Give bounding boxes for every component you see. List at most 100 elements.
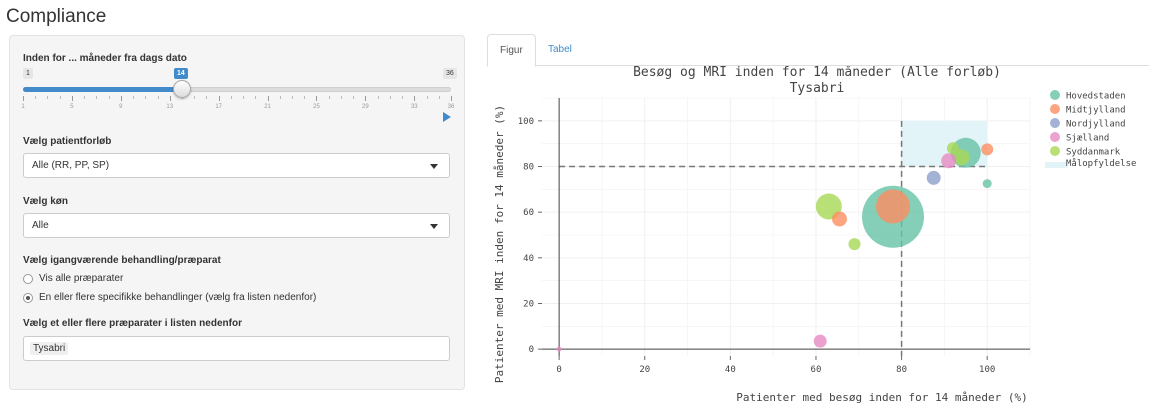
- slider-tick: [35, 96, 37, 99]
- slider-handle[interactable]: [172, 80, 191, 98]
- slider-tick: [133, 96, 135, 99]
- slider-tick-label: 21: [264, 104, 271, 110]
- months-slider[interactable]: 1 36 14 1 5 9 13 17 21 25 29 33 36: [21, 68, 457, 128]
- slider-tick: [120, 96, 122, 101]
- data-point: [556, 346, 562, 352]
- y-tick-label: 0: [529, 345, 534, 355]
- slider-tick-label: 1: [21, 104, 25, 110]
- x-tick-label: 0: [556, 365, 561, 375]
- slider-tick: [96, 96, 98, 99]
- legend-label: Nordjylland: [1066, 120, 1126, 130]
- gender-select-value: Alle: [32, 220, 49, 231]
- data-point: [981, 143, 994, 156]
- gender-label: Vælg køn: [23, 196, 69, 207]
- slider-min-label: 1: [23, 68, 33, 79]
- slider-tick: [169, 96, 171, 101]
- legend-label: Midtjylland: [1066, 106, 1126, 116]
- gender-select[interactable]: Alle: [23, 213, 450, 238]
- legend-label: Hovedstaden: [1066, 92, 1126, 102]
- y-tick-label: 80: [523, 162, 534, 172]
- tab-bar: Figur Tabel: [487, 34, 1149, 67]
- axes: 0 20 40 60 80 100 0 20 40 60 80 100: [518, 98, 1030, 375]
- slider-tick: [243, 96, 245, 99]
- course-label: Vælg patientforløb: [23, 136, 112, 147]
- legend: Hovedstaden Midtjylland Nordjylland Sjællan…: [1045, 90, 1136, 169]
- data-point: [926, 170, 941, 185]
- x-tick-label: 60: [811, 365, 822, 375]
- data-point: [848, 238, 861, 251]
- slider-tick: [304, 96, 306, 99]
- slider-tick-label: 25: [313, 104, 320, 110]
- slider-tick: [377, 96, 379, 99]
- page-title: Compliance: [6, 6, 107, 27]
- x-tick-label: 40: [725, 365, 736, 375]
- tab-figur[interactable]: Figur: [487, 34, 536, 67]
- course-select-value: Alle (RR, PP, SP): [32, 160, 110, 171]
- data-point: [946, 142, 959, 155]
- data-point: [832, 211, 848, 227]
- radio-specific[interactable]: En eller flere specifikke behandlinger (…: [23, 292, 316, 303]
- slider-tick: [389, 96, 391, 99]
- radio-show-all[interactable]: Vis alle præparater: [23, 273, 123, 284]
- legend-marker: [1050, 132, 1060, 142]
- y-axis-label: Patienter med MRI inden for 14 måneder (…: [493, 105, 506, 383]
- drugs-multiselect[interactable]: Tysabri: [23, 336, 450, 361]
- radio-button[interactable]: [23, 292, 33, 303]
- radio-button[interactable]: [23, 273, 33, 284]
- slider-tick: [206, 96, 208, 99]
- slider-tick: [438, 96, 440, 99]
- course-select[interactable]: Alle (RR, PP, SP): [23, 153, 450, 178]
- drug-chip[interactable]: Tysabri: [30, 342, 69, 355]
- caret-down-icon: [430, 164, 438, 169]
- slider-tick: [194, 96, 196, 99]
- legend-marker: [1050, 146, 1060, 156]
- data-points: [556, 137, 994, 352]
- slider-tick: [279, 96, 281, 99]
- legend-target-marker: [1045, 162, 1067, 168]
- slider-tick: [145, 96, 147, 99]
- slider-tick-label: 17: [215, 104, 222, 110]
- play-icon[interactable]: [443, 112, 451, 122]
- y-tick-label: 60: [523, 208, 534, 218]
- slider-tick-label: 9: [119, 104, 123, 110]
- x-tick-label: 80: [896, 365, 907, 375]
- slider-fill: [23, 87, 182, 92]
- slider-tick: [218, 96, 220, 101]
- sidebar-panel: Inden for ... måneder fra dags dato 1 36…: [9, 35, 465, 390]
- radio-label: Vis alle præparater: [39, 273, 124, 284]
- drugs-label: Vælg et eller flere præparater i listen …: [23, 318, 242, 329]
- legend-label: Syddanmark: [1066, 148, 1121, 158]
- treatment-label: Vælg igangværende behandling/præparat: [23, 255, 221, 266]
- caret-down-icon: [430, 224, 438, 229]
- x-tick-label: 20: [639, 365, 650, 375]
- slider-tick: [108, 96, 110, 99]
- tab-tabel[interactable]: Tabel: [548, 44, 572, 55]
- slider-tick: [71, 96, 73, 101]
- slider-tick: [292, 96, 294, 99]
- x-axis-label: Patienter med besøg inden for 14 måneder…: [736, 391, 1027, 403]
- slider-tick: [47, 96, 49, 99]
- slider-tick: [316, 96, 318, 101]
- slider-tick-label: 5: [70, 104, 74, 110]
- slider-tick: [157, 96, 159, 99]
- slider-tick: [414, 96, 416, 101]
- legend-label: Målopfyldelse: [1066, 158, 1136, 169]
- slider-label: Inden for ... måneder fra dags dato: [23, 53, 187, 64]
- data-point: [813, 334, 827, 348]
- slider-tick: [23, 96, 24, 101]
- slider-tick: [426, 96, 428, 99]
- slider-tick-label: 33: [410, 104, 418, 110]
- y-tick-label: 20: [523, 299, 534, 309]
- reference-lines: [559, 120, 988, 356]
- slider-tick: [267, 96, 269, 101]
- slider-tick: [255, 96, 257, 99]
- slider-value-label: 14: [173, 68, 188, 79]
- legend-marker: [1050, 90, 1060, 100]
- slider-tick: [353, 96, 355, 99]
- y-tick-label: 100: [518, 117, 534, 127]
- slider-tick: [451, 96, 452, 101]
- radio-label: En eller flere specifikke behandlinger (…: [39, 292, 317, 303]
- slider-tick: [59, 96, 61, 99]
- chart-title: Besøg og MRI inden for 14 måneder (Alle …: [633, 66, 1001, 80]
- slider-tick: [84, 96, 86, 99]
